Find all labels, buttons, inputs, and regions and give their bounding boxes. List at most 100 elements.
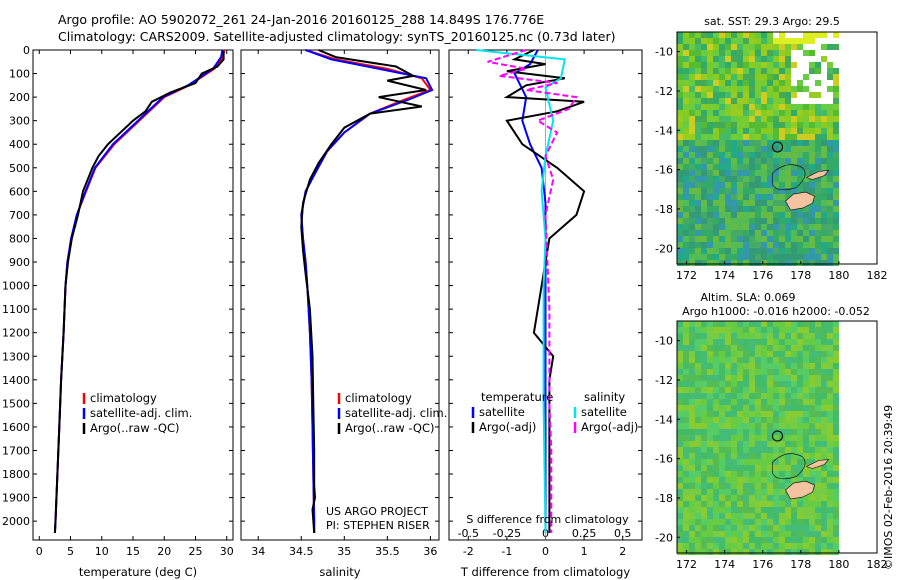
map-cell [677, 519, 683, 525]
map-cell [683, 176, 689, 182]
map-cell [701, 80, 707, 86]
map-cell [833, 399, 839, 405]
map-cell [707, 86, 713, 92]
map-cell [743, 477, 749, 483]
map-cell [797, 513, 803, 519]
map-cell [815, 56, 821, 62]
map-cell [755, 429, 761, 435]
map-cell [695, 254, 701, 260]
map-cell [695, 489, 701, 495]
map-cell [725, 80, 731, 86]
map-cell [743, 471, 749, 477]
map-cell [731, 333, 737, 339]
map-cell [713, 62, 719, 68]
map-cell [743, 357, 749, 363]
map-cell [689, 218, 695, 224]
map-cell [785, 86, 791, 92]
map-cell [827, 110, 833, 116]
map-cell [815, 134, 821, 140]
map-cell [779, 176, 785, 182]
map-cell [707, 122, 713, 128]
map-cell [803, 146, 809, 152]
map-cell [707, 140, 713, 146]
map-cell [797, 38, 803, 44]
map-cell [695, 140, 701, 146]
map-cell [731, 495, 737, 501]
map-cell [803, 495, 809, 501]
map-cell [743, 182, 749, 188]
map-cell [791, 116, 797, 122]
map-cell [725, 62, 731, 68]
map-cell [827, 321, 833, 327]
map-cell [725, 236, 731, 242]
map-cell [833, 519, 839, 525]
map-cell [761, 543, 767, 549]
y-tick-label: 1600 [2, 421, 30, 434]
map-cell [797, 345, 803, 351]
map-cell [803, 254, 809, 260]
map-cell [797, 453, 803, 459]
map-cell [689, 32, 695, 38]
map-cell [695, 104, 701, 110]
map-cell [725, 327, 731, 333]
map-cell [695, 146, 701, 152]
map-cell [773, 477, 779, 483]
map-cell [785, 351, 791, 357]
map-cell [803, 525, 809, 531]
series-line [300, 49, 427, 533]
map-cell [695, 429, 701, 435]
map-cell [743, 321, 749, 327]
map-cell [809, 321, 815, 327]
map-cell [815, 62, 821, 68]
map-cell [689, 423, 695, 429]
map-cell [803, 477, 809, 483]
map-cell [737, 513, 743, 519]
island-shape [805, 459, 830, 469]
map-cell [827, 453, 833, 459]
map-cell [707, 74, 713, 80]
map-cell [695, 188, 701, 194]
map-cell [677, 477, 683, 483]
map-cell [677, 333, 683, 339]
map-cell [743, 411, 749, 417]
map-cell [797, 339, 803, 345]
map-cell [809, 435, 815, 441]
map-cell [755, 92, 761, 98]
map-cell [731, 206, 737, 212]
map-cell [737, 321, 743, 327]
map-cell [743, 489, 749, 495]
map-cell [809, 152, 815, 158]
map-cell [797, 110, 803, 116]
map-cell [761, 459, 767, 465]
map-cell [677, 140, 683, 146]
map-cell [815, 471, 821, 477]
map-cell [803, 429, 809, 435]
map-cell [827, 218, 833, 224]
map-cell [707, 513, 713, 519]
map-cell [737, 182, 743, 188]
map-cell [833, 411, 839, 417]
map-cell [779, 393, 785, 399]
map-cell [755, 176, 761, 182]
map-cell [689, 230, 695, 236]
map-cell [677, 537, 683, 543]
map-cell [689, 206, 695, 212]
map-cell [761, 86, 767, 92]
map-cell [821, 104, 827, 110]
map-cell [713, 152, 719, 158]
map-cell [833, 489, 839, 495]
map-cell [797, 399, 803, 405]
map-cell [791, 459, 797, 465]
map-cell [725, 50, 731, 56]
map-cell [833, 200, 839, 206]
map-cell [677, 104, 683, 110]
map-cell [743, 194, 749, 200]
map-cell [719, 399, 725, 405]
map-cell [761, 224, 767, 230]
map-cell [827, 242, 833, 248]
map-cell [749, 194, 755, 200]
map-cell [701, 200, 707, 206]
map-cell [701, 483, 707, 489]
map-cell [773, 248, 779, 254]
map-cell [677, 62, 683, 68]
